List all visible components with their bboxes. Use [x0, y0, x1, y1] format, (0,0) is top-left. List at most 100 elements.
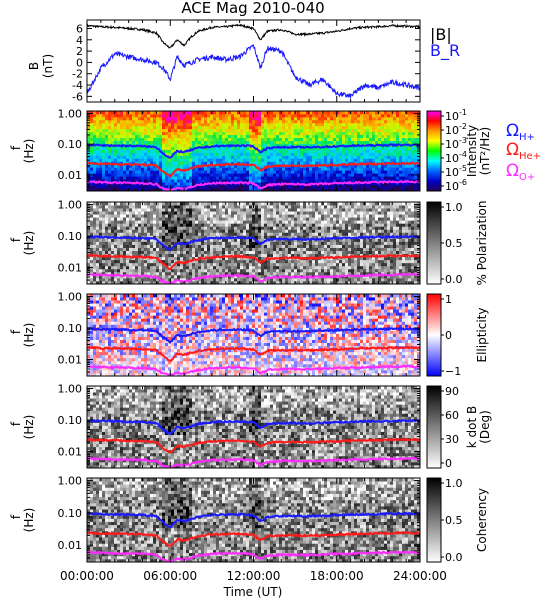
spectrogram-cell	[180, 262, 184, 267]
spectrogram-cell	[126, 256, 130, 261]
spectrogram-cell	[243, 232, 247, 236]
spectrogram-cell	[171, 176, 175, 180]
spectrogram-cell	[171, 232, 175, 236]
spectrogram-cell	[273, 185, 277, 189]
spectrogram-cell	[246, 111, 250, 115]
spectrogram-cell	[144, 250, 148, 255]
spectrogram-cell	[114, 152, 118, 156]
spectrogram-cell	[216, 271, 220, 276]
spectrogram-cell	[168, 220, 172, 224]
spectrogram-cell	[141, 176, 145, 180]
spectrogram-cell	[255, 170, 259, 174]
spectrogram-cell	[267, 179, 271, 183]
spectrogram-cell	[144, 137, 148, 142]
spectrogram-cell	[237, 119, 241, 124]
spectrogram-cell	[189, 170, 193, 174]
spectrogram-cell	[237, 229, 241, 233]
spectrogram-cell	[357, 140, 361, 144]
spectrogram-cell	[189, 188, 193, 192]
spectrogram-cell	[240, 188, 244, 192]
spectrogram-cell	[387, 182, 391, 186]
spectrogram-cell	[189, 235, 193, 239]
spectrogram-cell	[192, 232, 196, 236]
spectrogram-cell	[216, 277, 220, 282]
spectrogram-cell	[228, 146, 232, 150]
spectrogram-cell	[240, 131, 244, 136]
spectrogram-cell	[312, 125, 316, 130]
spectrogram-cell	[360, 122, 364, 127]
spectrogram-cell	[357, 170, 361, 174]
spectrogram-cell	[174, 111, 178, 115]
spectrogram-cell	[99, 238, 103, 242]
spectrogram-cell	[261, 111, 265, 115]
spectrogram-cell	[363, 179, 367, 183]
spectrogram-cell	[414, 131, 418, 136]
spectrogram-cell	[270, 143, 274, 147]
spectrogram-cell	[237, 223, 241, 227]
spectrogram-cell	[90, 202, 94, 206]
spectrogram-cell	[246, 185, 250, 189]
spectrogram-cell	[120, 173, 124, 177]
spectrogram-cell	[303, 179, 307, 183]
spectrogram-cell	[393, 140, 397, 144]
spectrogram-cell	[162, 235, 166, 239]
spectrogram-cell	[354, 125, 358, 130]
spectrogram-cell	[264, 229, 268, 233]
spectrogram-cell	[105, 265, 109, 270]
spectrogram-cell	[108, 241, 112, 245]
spectrogram-cell	[150, 122, 154, 127]
spectrogram-cell	[288, 116, 292, 121]
spectrogram-cell	[168, 134, 172, 139]
spectrogram-cell	[129, 161, 133, 165]
spectrogram-cell	[147, 149, 151, 153]
spectrogram-cell	[90, 170, 94, 174]
spectrogram-cell	[264, 232, 268, 236]
spectrogram-cell	[276, 205, 280, 209]
spectrogram-cell	[240, 122, 244, 127]
spectrogram-cell	[183, 158, 187, 162]
spectrogram-cell	[168, 128, 172, 133]
spectrogram-cell	[210, 137, 214, 142]
spectrogram-cell	[213, 122, 217, 127]
spectrogram-cell	[234, 220, 238, 224]
spectrogram-cell	[201, 185, 205, 189]
spectrogram-cell	[186, 244, 190, 248]
spectrogram-cell	[381, 111, 385, 115]
spectrogram-cell	[312, 185, 316, 189]
spectrogram-cell	[93, 232, 97, 236]
spectrogram-cell	[210, 262, 214, 267]
spectrogram-cell	[285, 134, 289, 139]
spectrogram-cell	[270, 170, 274, 174]
spectrogram-cell	[99, 262, 103, 267]
spectrogram-cell	[120, 280, 124, 285]
spectrogram-cell	[327, 125, 331, 130]
spectrogram-cell	[387, 185, 391, 189]
spectrogram-cell	[246, 122, 250, 127]
spectrogram-cell	[354, 122, 358, 127]
spectrogram-cell	[369, 131, 373, 136]
spectrogram-cell	[141, 244, 145, 248]
spectrogram-cell	[102, 182, 106, 186]
spectrogram-cell	[177, 250, 181, 255]
spectrogram-cell	[195, 217, 199, 221]
spectrogram-cell	[171, 161, 175, 165]
spectrogram-cell	[240, 182, 244, 186]
spectrogram-cell	[105, 170, 109, 174]
spectrogram-cell	[120, 214, 124, 218]
spectrogram-cell	[147, 217, 151, 221]
spectrogram-cell	[135, 128, 139, 133]
spectrogram-cell	[207, 223, 211, 227]
spectrogram-cell	[213, 158, 217, 162]
spectrogram-cell	[201, 152, 205, 156]
spectrogram-cell	[135, 164, 139, 168]
spectrogram-cell	[150, 152, 154, 156]
spectrogram-cell	[255, 205, 259, 209]
spectrogram-cell	[357, 173, 361, 177]
spectrogram-cell	[90, 220, 94, 224]
spectrogram-cell	[114, 274, 118, 279]
spectrogram-cell	[117, 167, 121, 171]
spectrogram-cell	[219, 113, 223, 118]
spectrogram-cell	[117, 232, 121, 236]
spectrogram-cell	[162, 155, 166, 159]
spectrogram-cell	[273, 262, 277, 267]
